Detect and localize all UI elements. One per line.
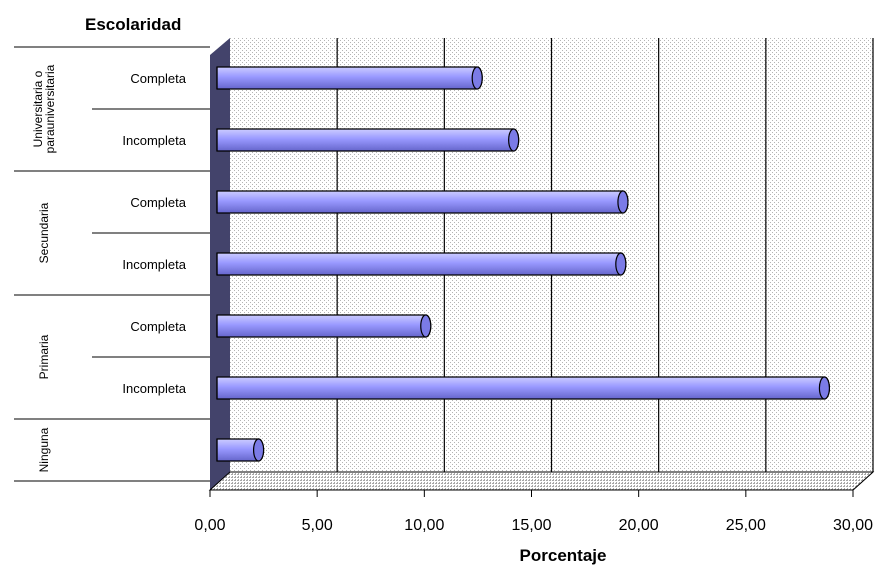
bars bbox=[216, 66, 831, 462]
group-label: Universitaria o bbox=[31, 70, 45, 147]
category-label: Incompleta bbox=[122, 381, 186, 396]
plot-floor bbox=[208, 471, 875, 491]
group-label: Secundaria bbox=[37, 202, 51, 263]
bar bbox=[216, 128, 520, 152]
x-tick-label: 20,00 bbox=[619, 517, 659, 534]
group-label: Ninguna bbox=[37, 427, 51, 472]
x-tick-label: 0,00 bbox=[194, 517, 225, 534]
x-axis-title: Porcentaje bbox=[520, 546, 607, 565]
category-label: Incompleta bbox=[122, 133, 186, 148]
value-axis: 0,00 5,00 10,00 15,00 20,00 25,00 30,00 bbox=[194, 490, 873, 534]
group-label: parauniversitaria bbox=[43, 64, 57, 153]
x-tick-label: 15,00 bbox=[511, 517, 551, 534]
category-label: Completa bbox=[130, 195, 186, 210]
bar bbox=[216, 66, 483, 90]
bar bbox=[216, 190, 629, 214]
group-label: Primaria bbox=[37, 334, 51, 379]
category-axis: Completa Incompleta Completa Incompleta Comp… bbox=[14, 46, 210, 482]
x-tick-label: 25,00 bbox=[726, 517, 766, 534]
x-tick-label: 5,00 bbox=[302, 517, 333, 534]
category-label: Completa bbox=[130, 71, 186, 86]
chart-title: Escolaridad bbox=[85, 15, 181, 34]
bar bbox=[216, 438, 265, 462]
bar bbox=[216, 376, 831, 400]
bar bbox=[216, 252, 627, 276]
category-label: Incompleta bbox=[122, 257, 186, 272]
x-tick-label: 30,00 bbox=[833, 517, 873, 534]
bar bbox=[216, 314, 432, 338]
category-label: Completa bbox=[130, 319, 186, 334]
x-tick-label: 10,00 bbox=[404, 517, 444, 534]
